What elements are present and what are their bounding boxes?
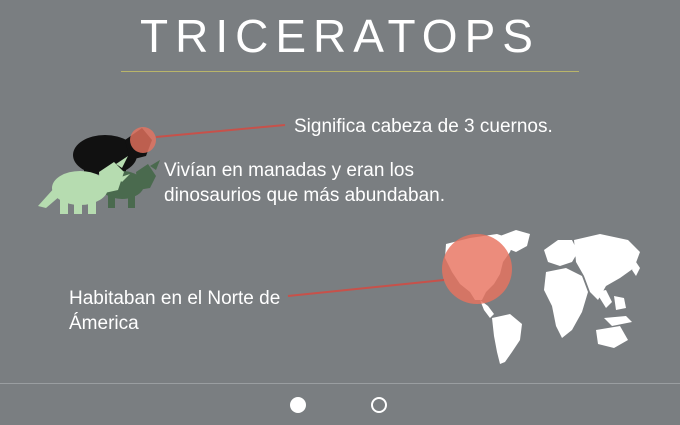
- connector-line-habitat: [287, 279, 445, 297]
- page-title: TRICERATOPS: [140, 10, 540, 62]
- name-highlight: [130, 127, 156, 153]
- fact-habitat: Habitaban en el Norte de Ámerica: [69, 288, 281, 334]
- pagination-dot-2[interactable]: [371, 397, 387, 413]
- fact-name-meaning: Significa cabeza de 3 cuernos.: [294, 116, 553, 137]
- fact-herds: Vivían en manadas y eran los dinosaurios…: [164, 160, 445, 206]
- dinosaur-herd-icon: [38, 127, 160, 214]
- title-divider: [121, 71, 579, 72]
- habitat-highlight: [442, 234, 512, 304]
- connector-line-meaning: [155, 124, 286, 138]
- pagination-dot-1-active[interactable]: [290, 397, 306, 413]
- footer-divider: [0, 383, 680, 384]
